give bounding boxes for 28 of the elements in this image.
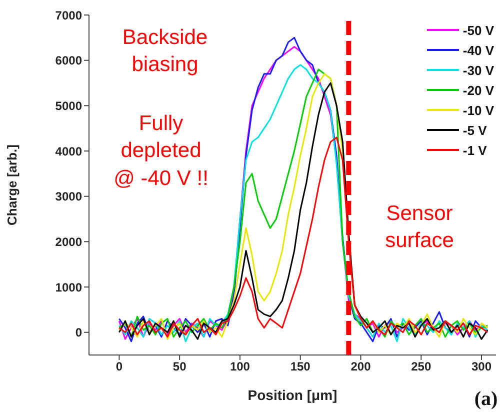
x-tick-label: 0 — [116, 360, 123, 374]
x-tick-label: 50 — [172, 360, 187, 374]
legend-label: -30 V — [462, 62, 494, 78]
y-tick-label: 7000 — [55, 8, 82, 22]
legend-label: -50 V — [462, 22, 494, 38]
legend-label: -5 V — [462, 122, 487, 138]
annotation: Backside biasing — [121, 25, 209, 78]
x-tick-label: 100 — [230, 360, 250, 374]
y-axis-title: Charge [arb.] — [4, 144, 20, 226]
legend-label: -40 V — [462, 42, 494, 58]
x-tick-label: 300 — [471, 360, 492, 374]
text: (a) — [473, 387, 499, 412]
legend-label: -20 V — [462, 82, 494, 98]
y-tick-label: 3000 — [55, 190, 82, 204]
x-axis-title: Position [μm] — [248, 387, 338, 403]
x-tick-label: 150 — [290, 360, 311, 374]
annotation: Fully depleted @ -40 V !! — [112, 111, 210, 192]
y-tick-label: 1000 — [55, 280, 82, 294]
annotation: Sensor surface — [384, 201, 455, 254]
y-tick-label: 6000 — [55, 54, 82, 68]
y-tick-label: 4000 — [55, 144, 82, 158]
y-tick-label: 0 — [75, 326, 82, 340]
x-tick-label: 250 — [411, 360, 432, 374]
x-tick-label: 200 — [350, 360, 372, 374]
y-tick-label: 2000 — [55, 234, 82, 249]
y-tick-label: 5000 — [55, 98, 82, 113]
legend-label: -10 V — [462, 102, 494, 118]
legend-label: -1 V — [462, 142, 487, 158]
